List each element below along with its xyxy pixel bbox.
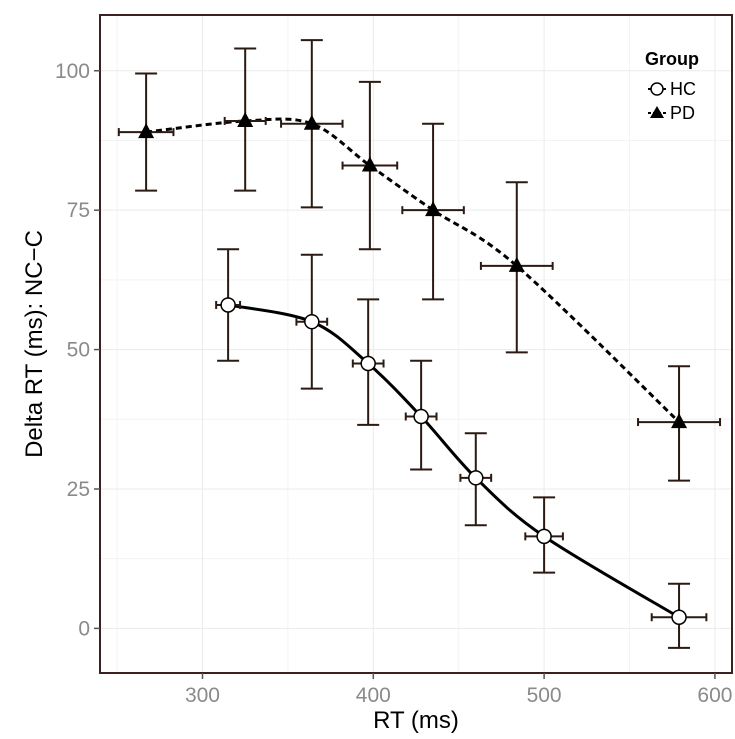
y-tick-label: 50: [67, 339, 90, 362]
y-tick-label: 25: [67, 478, 90, 501]
data-point-hc: [220, 297, 236, 313]
x-tick-label: 300: [185, 684, 220, 707]
legend-pd-label: PD: [670, 103, 695, 123]
plot-panel-border: [99, 14, 733, 674]
legend-title: Group: [645, 49, 699, 69]
y-tick-label: 0: [78, 617, 90, 640]
series-layer: [117, 39, 722, 649]
series-line-pd: [145, 117, 681, 424]
y-tick-label: 100: [55, 60, 90, 83]
y-axis-title: Delta RT (ms): NC−C: [21, 230, 48, 458]
legend: Group HC PD: [645, 49, 699, 123]
data-point-hc: [671, 609, 687, 625]
data-point-pd: [425, 201, 442, 217]
data-point-hc: [304, 313, 320, 330]
data-point-pd: [508, 256, 525, 272]
data-point-hc: [413, 408, 429, 425]
x-tick-label: 600: [697, 684, 732, 707]
data-point-pd: [138, 123, 155, 139]
x-tick-label: 400: [356, 684, 391, 707]
data-point-pd: [303, 114, 320, 130]
legend-hc-label: HC: [670, 79, 696, 99]
y-tick-label: 75: [67, 199, 90, 222]
data-point-hc: [468, 470, 484, 486]
legend-hc-marker: [650, 82, 664, 96]
x-tick-label: 500: [527, 684, 562, 707]
axes: 300 400 500 600 0 25 50 75 100: [55, 60, 732, 707]
data-point-hc: [360, 355, 376, 372]
x-axis-title: RT (ms): [373, 707, 459, 734]
data-point-pd: [237, 111, 254, 127]
data-point-hc: [536, 528, 552, 545]
data-point-pd: [671, 413, 688, 429]
data-point-pd: [361, 156, 378, 172]
legend-pd-marker: [650, 106, 664, 118]
